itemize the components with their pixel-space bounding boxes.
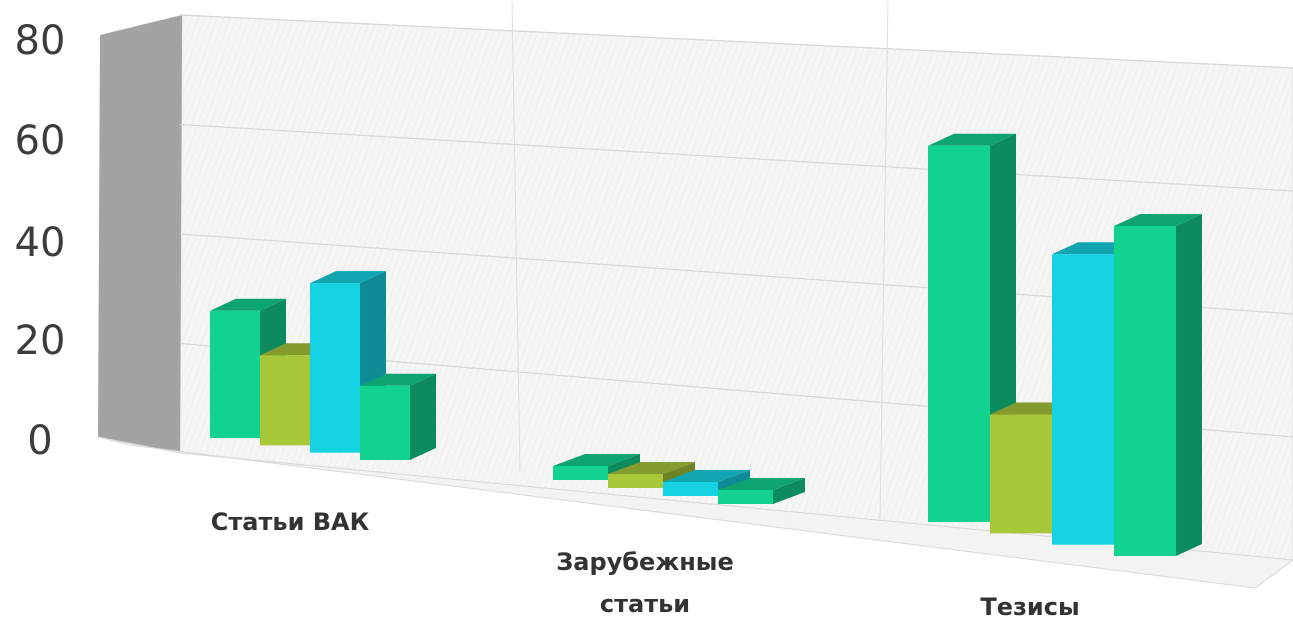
bar-front bbox=[1114, 226, 1176, 556]
floor bbox=[97, 436, 1293, 589]
bar bbox=[1114, 214, 1202, 556]
bar-front bbox=[608, 474, 663, 488]
category-label: Статьи ВАК bbox=[211, 508, 370, 536]
bar-front bbox=[718, 490, 773, 504]
bar-top bbox=[928, 133, 1016, 146]
bar-top bbox=[608, 462, 695, 474]
bar-side bbox=[410, 373, 436, 460]
bar bbox=[718, 478, 805, 504]
bar-top bbox=[553, 454, 640, 466]
y-tick-label: 20 bbox=[15, 318, 66, 364]
bar-front bbox=[360, 385, 410, 460]
category-labels: Статьи ВАК Зарубежные статьи Тезисы bbox=[211, 508, 1080, 621]
gridline bbox=[179, 123, 1293, 192]
bars bbox=[210, 133, 1202, 556]
y-tick-label: 0 bbox=[27, 418, 52, 464]
bar-front bbox=[663, 482, 718, 496]
bar-front bbox=[1052, 254, 1114, 545]
bar-front bbox=[310, 283, 360, 453]
bar-side bbox=[1176, 214, 1202, 556]
side-wall bbox=[98, 15, 182, 453]
category-label: Зарубежные статьи bbox=[556, 548, 734, 618]
bar-top bbox=[210, 298, 286, 311]
bar-top bbox=[360, 373, 436, 386]
bar-front bbox=[210, 310, 260, 438]
bar bbox=[360, 373, 436, 460]
category-label: Тезисы bbox=[980, 593, 1079, 621]
bar-top bbox=[310, 271, 386, 284]
bar-top bbox=[718, 478, 805, 490]
gridline bbox=[879, 0, 889, 521]
bar-front bbox=[553, 466, 608, 480]
bar-front bbox=[928, 145, 990, 523]
y-tick-label: 80 bbox=[15, 18, 66, 64]
y-axis-ticks: 0 20 40 60 80 bbox=[15, 18, 66, 464]
y-tick-label: 60 bbox=[15, 118, 66, 164]
bar-top bbox=[1114, 214, 1202, 226]
bar-front bbox=[260, 355, 310, 446]
bar-front bbox=[990, 414, 1052, 534]
gridline bbox=[511, 0, 521, 472]
bar-side bbox=[773, 478, 805, 504]
y-tick-label: 40 bbox=[15, 220, 66, 266]
bar-top bbox=[663, 470, 750, 482]
gridline bbox=[179, 14, 1293, 69]
